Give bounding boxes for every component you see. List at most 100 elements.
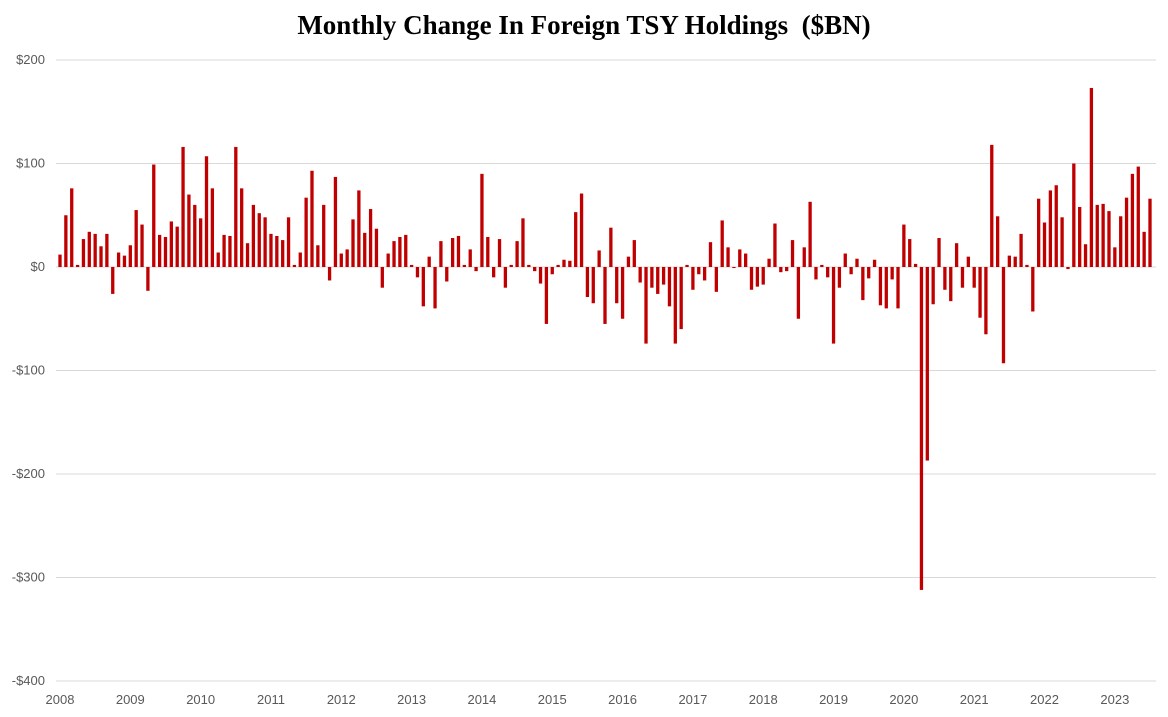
bar (216, 252, 220, 267)
bar (392, 241, 396, 268)
bar (1001, 267, 1006, 364)
bar (509, 264, 513, 267)
bar (87, 231, 91, 267)
bar (433, 267, 437, 309)
bar (831, 267, 836, 344)
bar (702, 267, 707, 281)
bar (849, 267, 853, 275)
bar (1072, 163, 1076, 267)
bar (995, 216, 1000, 267)
bar (234, 146, 238, 267)
bar (579, 193, 584, 267)
bar (187, 194, 191, 267)
x-tick-label: 2015 (538, 692, 567, 707)
bar (304, 197, 308, 267)
bar (163, 236, 168, 267)
bar (468, 249, 472, 267)
x-tick-label: 2019 (819, 692, 848, 707)
x-tick-label: 2016 (608, 692, 637, 707)
bar (134, 210, 138, 267)
bar (327, 267, 332, 281)
bar (128, 245, 132, 267)
bar (445, 267, 449, 282)
bar (228, 235, 232, 267)
bar (240, 188, 244, 267)
bar (146, 267, 150, 291)
bar (351, 219, 355, 267)
bar (814, 267, 818, 280)
bar (1119, 216, 1123, 267)
x-tick-label: 2017 (678, 692, 707, 707)
bar (1013, 256, 1017, 267)
bar (140, 224, 144, 267)
bar (568, 260, 572, 267)
x-tick-label: 2011 (257, 692, 285, 707)
bar (656, 267, 660, 294)
bar (913, 263, 918, 267)
bar (175, 226, 179, 267)
bar (808, 201, 812, 267)
x-tick-label: 2023 (1100, 692, 1129, 707)
gridlines (56, 59, 1156, 682)
bar (972, 267, 976, 288)
x-tick-label: 2018 (749, 692, 778, 707)
bar (1083, 244, 1088, 267)
bar (116, 252, 121, 267)
bar (867, 267, 871, 279)
bar (708, 242, 713, 267)
x-axis-tick-labels: 2008 2009 2010 2011 2012 2013 2014 2015 2016 2017… (46, 692, 1130, 707)
bar (550, 267, 554, 275)
bar (462, 264, 466, 267)
bar (1095, 204, 1099, 267)
bar (333, 176, 338, 267)
bar (193, 204, 197, 267)
y-tick-label: -$200 (12, 466, 45, 481)
y-tick-label: $200 (16, 52, 45, 67)
bar (937, 238, 941, 267)
bar (1124, 197, 1129, 267)
x-tick-label: 2021 (960, 692, 989, 707)
bar (292, 264, 297, 267)
bar (843, 253, 847, 267)
bar (585, 267, 590, 298)
bar (486, 236, 490, 267)
bar (966, 256, 970, 267)
bar (673, 267, 677, 344)
bar (890, 267, 894, 280)
bar (820, 264, 824, 267)
bar (298, 252, 302, 267)
bar (556, 264, 560, 267)
bar (533, 267, 537, 272)
bar (1148, 198, 1152, 267)
bar (902, 224, 906, 267)
bar (978, 267, 982, 318)
bar (322, 204, 326, 267)
bar (105, 233, 109, 267)
bar (726, 247, 730, 267)
bar (609, 227, 613, 267)
x-tick-label: 2020 (889, 692, 918, 707)
bar (75, 264, 80, 267)
bar (93, 233, 97, 267)
x-tick-label: 2009 (116, 692, 145, 707)
chart-title: Monthly Change In Foreign TSY Holdings (… (297, 10, 871, 40)
bar (837, 267, 842, 288)
bar (1066, 267, 1070, 270)
bar (222, 234, 226, 267)
bar (919, 267, 924, 590)
bar (521, 218, 525, 267)
y-tick-label: -$300 (12, 570, 45, 585)
bar (574, 212, 578, 267)
bar (316, 245, 320, 267)
bar (861, 267, 865, 301)
bar (884, 267, 888, 309)
bar (738, 249, 742, 267)
bar (1078, 206, 1082, 267)
bar (81, 239, 86, 267)
bar (439, 241, 443, 268)
bar (790, 240, 795, 267)
bar (908, 239, 912, 267)
bar (1089, 87, 1094, 267)
bar (632, 240, 636, 267)
bar (796, 267, 801, 319)
